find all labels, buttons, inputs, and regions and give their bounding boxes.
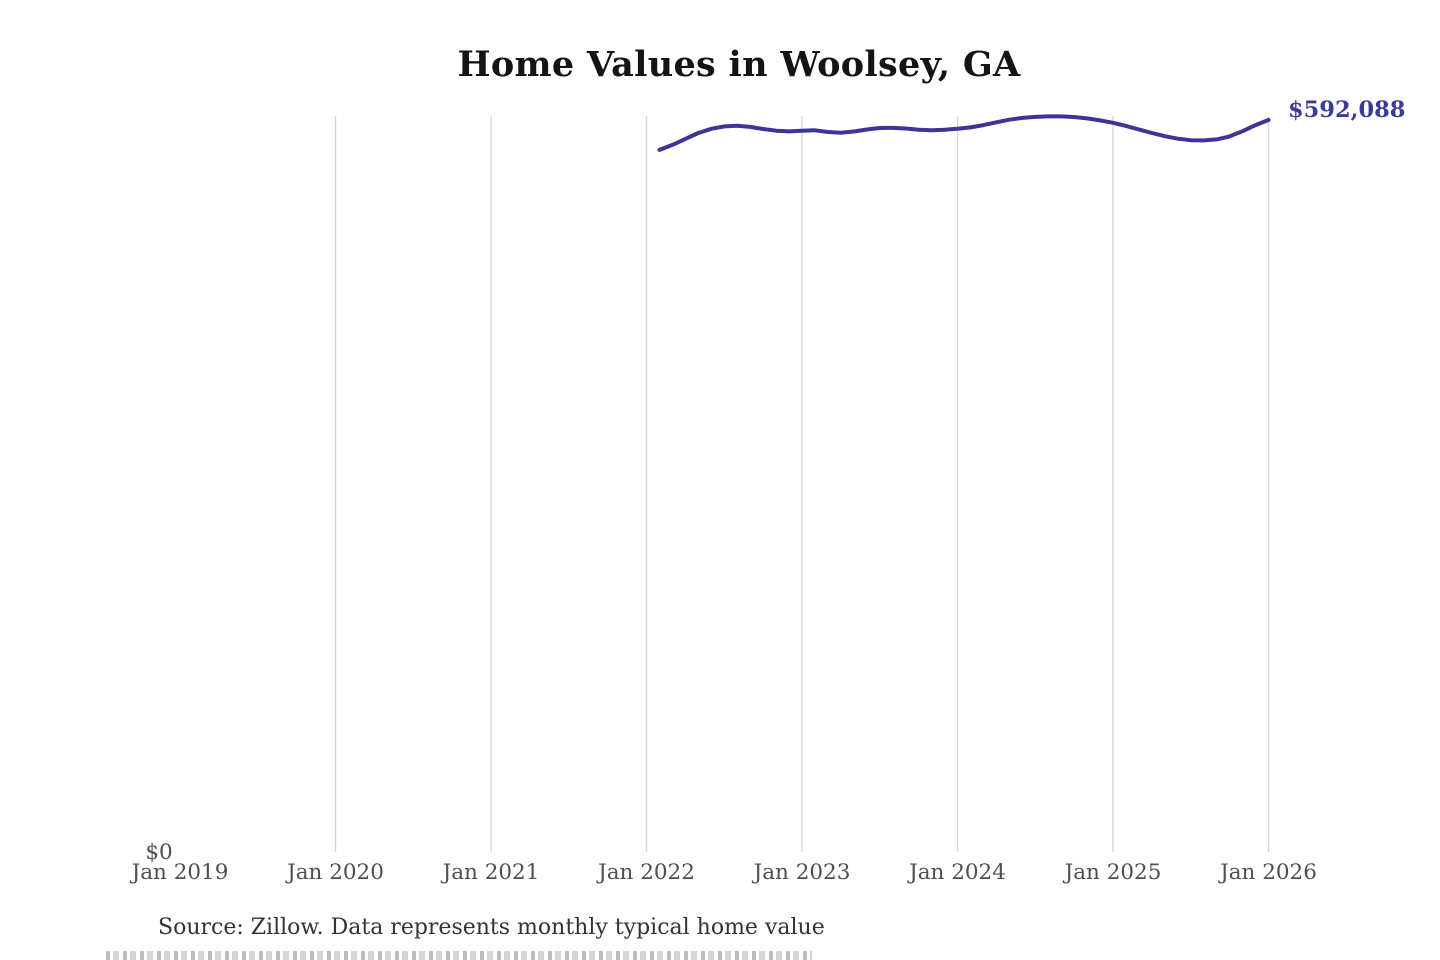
x-tick-label-2020: Jan 2020 — [285, 860, 384, 885]
x-tick-label-2025: Jan 2025 — [1063, 860, 1162, 885]
y-tick-label-0: $0 — [145, 840, 172, 865]
x-tick-label-2024: Jan 2024 — [907, 860, 1006, 885]
cutoff-text-sliver — [106, 951, 812, 960]
x-tick-label-2026: Jan 2026 — [1218, 860, 1317, 885]
chart-title: Home Values in Woolsey, GA — [457, 44, 1021, 85]
home-value-line-series — [657, 114, 1271, 152]
x-tick-label-2022: Jan 2022 — [596, 860, 695, 885]
x-tick-label-2019: Jan 2019 — [130, 860, 229, 885]
x-tick-label-2023: Jan 2023 — [752, 860, 851, 885]
x-tick-label-2021: Jan 2021 — [441, 860, 540, 885]
source-note: Source: Zillow. Data represents monthly … — [158, 915, 825, 940]
latest-value-label: $592,088 — [1288, 97, 1405, 123]
